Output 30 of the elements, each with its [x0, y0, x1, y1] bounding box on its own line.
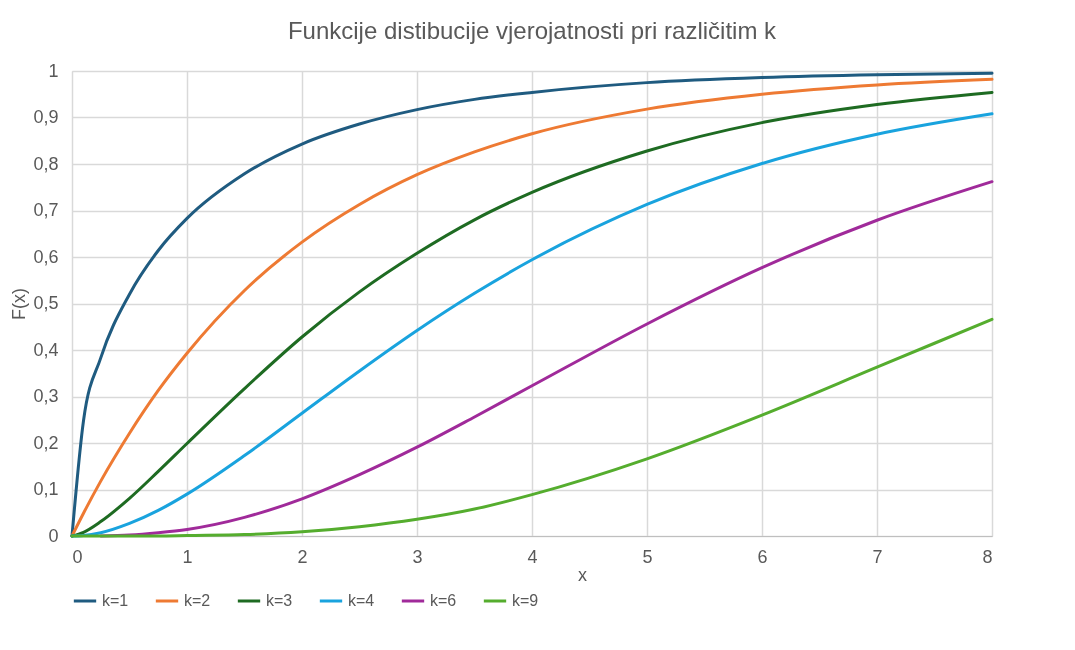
- x-tick-label: 4: [527, 546, 538, 567]
- x-tick-label: 0: [72, 546, 83, 567]
- x-tick-label: 2: [297, 546, 308, 567]
- legend-label: k=2: [184, 592, 211, 609]
- x-axis-title: x: [578, 564, 587, 585]
- y-tick-label: 0,7: [33, 200, 59, 220]
- y-tick-label: 0,1: [33, 479, 59, 499]
- legend-label: k=4: [348, 592, 375, 609]
- y-tick-label: 0,9: [33, 107, 59, 127]
- legend-label: k=3: [266, 592, 293, 609]
- x-tick-label: 6: [757, 546, 768, 567]
- chart-title: Funkcije distibucije vjerojatnosti pri različitim k: [287, 17, 778, 44]
- y-tick-label: 0,2: [33, 432, 59, 453]
- y-tick-label: 0,3: [33, 386, 59, 406]
- y-tick-label: 0,6: [33, 246, 59, 267]
- x-tick-label: 3: [412, 546, 423, 567]
- y-tick-label: 0,8: [33, 153, 59, 174]
- x-tick-label: 8: [982, 546, 993, 567]
- legend-label: k=9: [512, 592, 539, 609]
- y-tick-label: 0,4: [33, 339, 59, 360]
- line-series: [99, 180, 994, 538]
- x-tick-label: 7: [872, 546, 883, 567]
- x-tick-label: 5: [642, 546, 653, 567]
- legend-label: k=6: [430, 592, 457, 609]
- y-tick-label: 0: [48, 525, 59, 546]
- y-tick-label: 1: [48, 60, 59, 81]
- y-axis-title: F(x): [9, 288, 30, 320]
- y-tick-label: 0,5: [33, 293, 59, 313]
- x-tick-label: 1: [182, 546, 193, 567]
- legend-label: k=1: [102, 592, 129, 609]
